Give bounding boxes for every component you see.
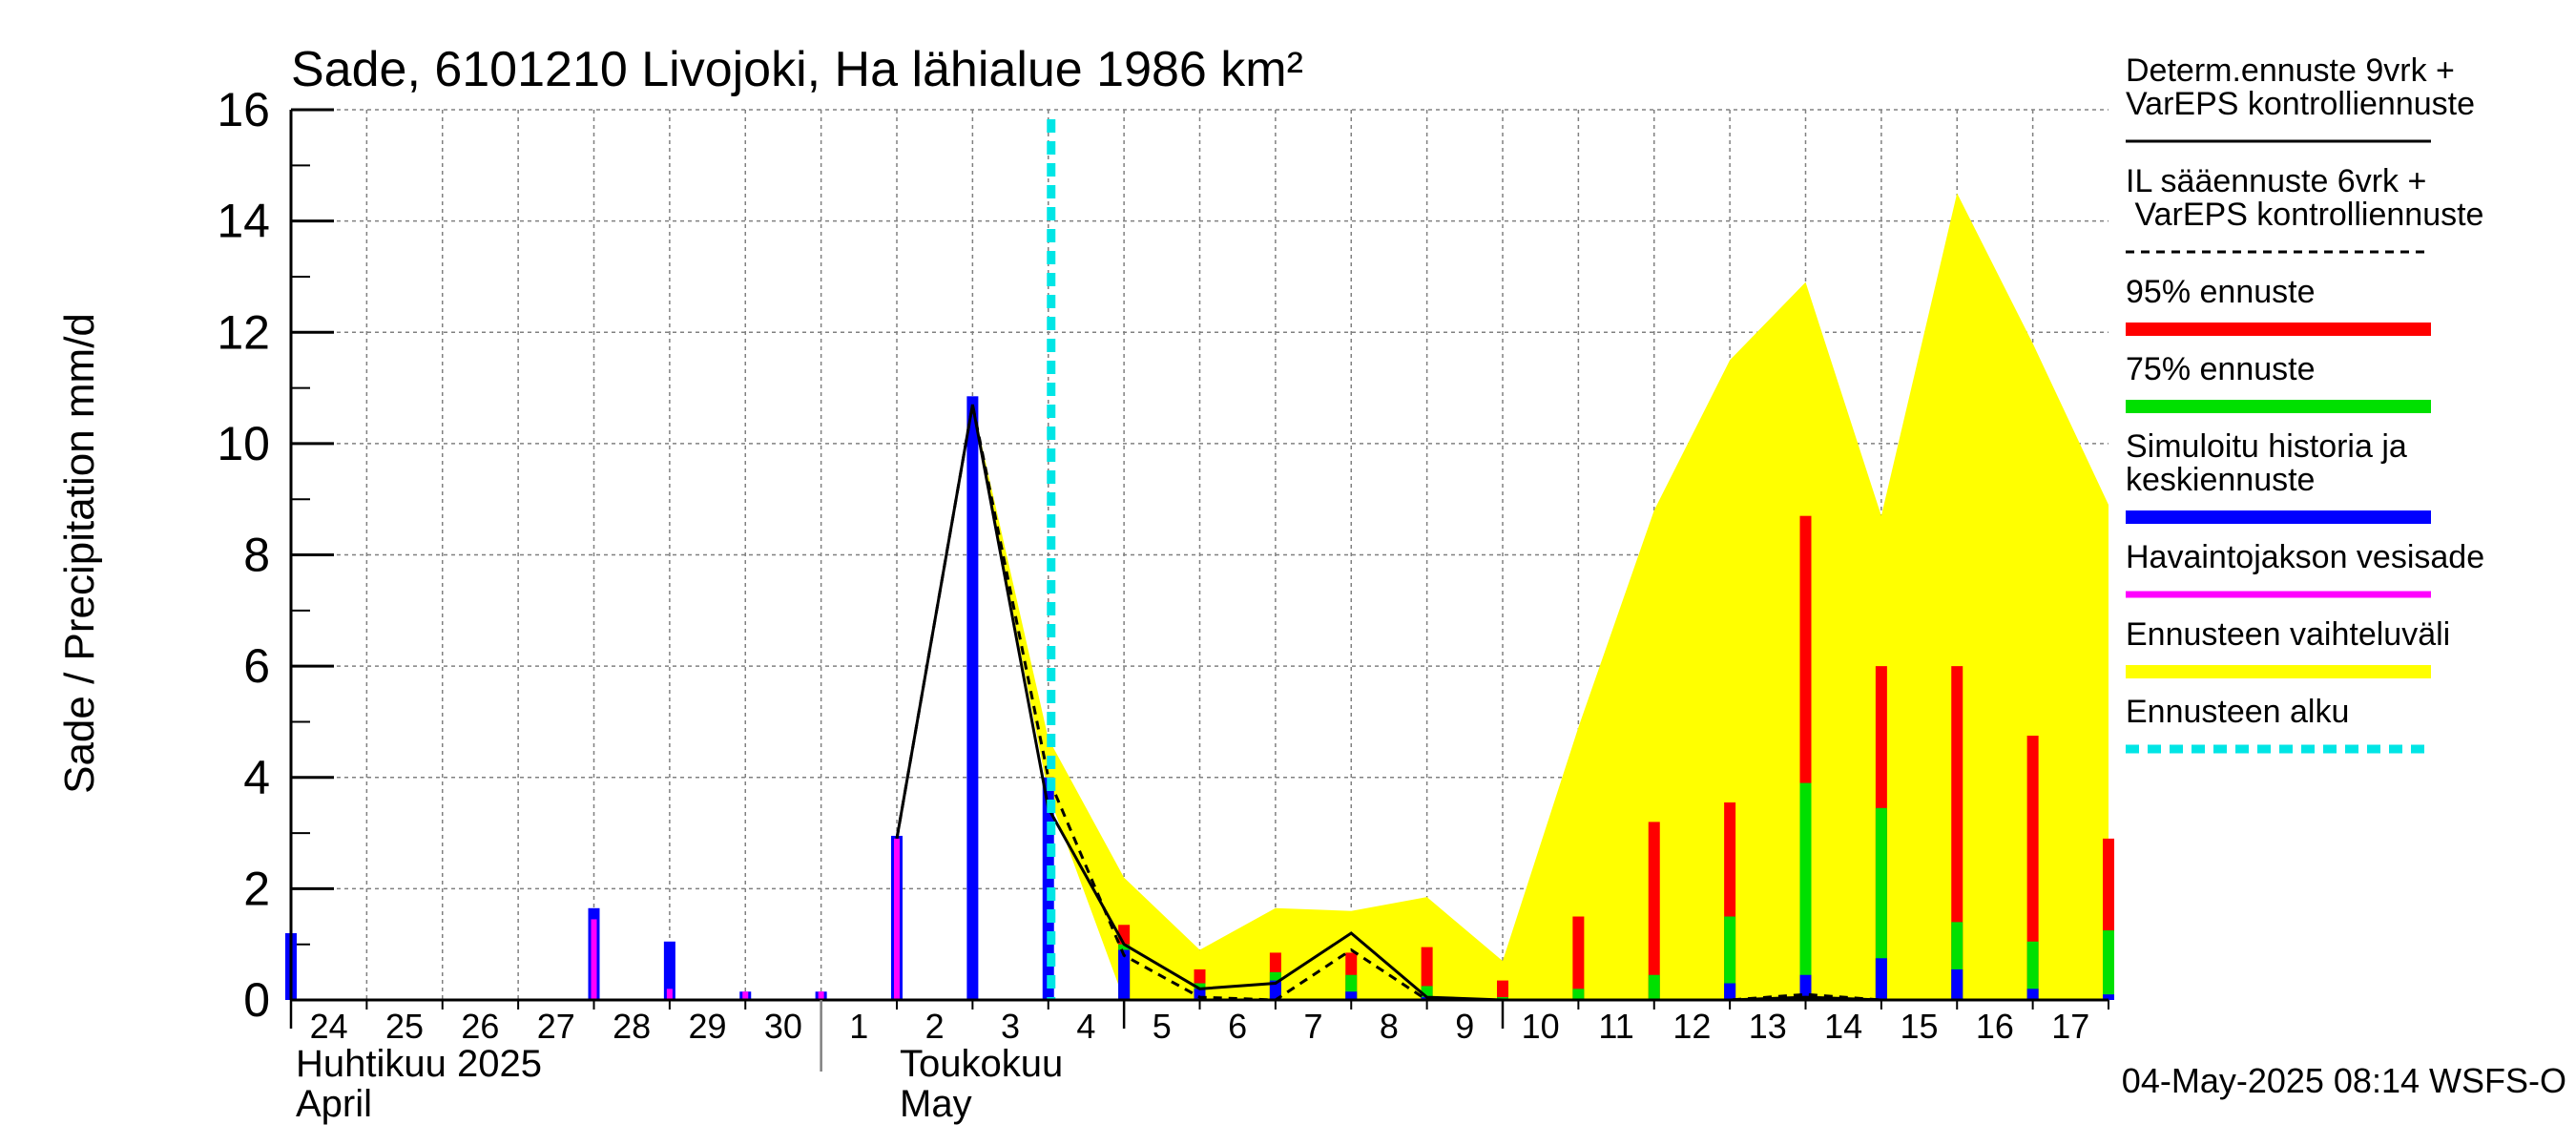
legend-label: Simuloitu historia ja keskiennuste xyxy=(2126,428,2407,498)
x-tick-label: 2 xyxy=(925,1007,945,1046)
legend-item: 95% ennuste xyxy=(2126,274,2431,336)
x-tick-label: 24 xyxy=(310,1007,348,1046)
bar-simulated xyxy=(1118,949,1131,1000)
bar-95-percent xyxy=(2026,736,2039,1000)
x-tick-label: 9 xyxy=(1455,1007,1474,1046)
y-tick-label: 0 xyxy=(243,973,270,1027)
bar-simulated xyxy=(1269,980,1281,1000)
bar-simulated xyxy=(1345,991,1358,1000)
x-tick-label: 25 xyxy=(385,1007,424,1046)
x-tick-label: 28 xyxy=(613,1007,651,1046)
y-axis-label: Sade / Precipitation mm/d xyxy=(56,313,103,794)
bar-simulated xyxy=(1799,974,1812,1000)
month-label-fi: Huhtikuu 2025 xyxy=(296,1043,542,1085)
timestamp-footer: 04-May-2025 08:14 WSFS-O xyxy=(2122,1061,2566,1100)
legend-label: 95% ennuste xyxy=(2126,274,2316,310)
x-tick-label: 11 xyxy=(1598,1007,1633,1046)
legend-item: Ennusteen vaihteluväli xyxy=(2126,616,2450,678)
y-tick-label: 12 xyxy=(217,305,270,359)
bar-simulated xyxy=(1951,968,1963,1000)
x-tick-label: 15 xyxy=(1901,1007,1939,1046)
bar-observed-precipitation xyxy=(742,991,749,1000)
legend-label: IL sääennuste 6vrk + VarEPS kontrollienn… xyxy=(2126,163,2483,233)
y-tick-label: 4 xyxy=(243,751,270,804)
bar-75-percent xyxy=(2026,941,2039,1000)
x-tick-label: 4 xyxy=(1076,1007,1095,1046)
bar-simulated xyxy=(1875,958,1887,1000)
bar-simulated xyxy=(1724,983,1736,1000)
month-label-fi: Toukokuu xyxy=(900,1043,1063,1085)
chart-title: Sade, 6101210 Livojoki, Ha lähialue 1986… xyxy=(291,42,1303,97)
x-tick-label: 5 xyxy=(1153,1007,1172,1046)
y-tick-label: 8 xyxy=(243,529,270,582)
bar-95-percent xyxy=(1648,822,1660,1000)
x-tick-label: 7 xyxy=(1304,1007,1323,1046)
legend-item: Simuloitu historia ja keskiennuste xyxy=(2126,428,2431,524)
x-tick-label: 14 xyxy=(1824,1007,1862,1046)
bar-simulated xyxy=(2103,994,2114,1000)
legend-label: Determ.ennuste 9vrk + VarEPS kontrollienn… xyxy=(2126,52,2475,122)
x-tick-label: 6 xyxy=(1228,1007,1247,1046)
x-tick-label: 8 xyxy=(1380,1007,1399,1046)
legend-item: IL sääennuste 6vrk + VarEPS kontrollienn… xyxy=(2126,163,2483,254)
x-tick-label: 17 xyxy=(2051,1007,2089,1046)
legend-item: Determ.ennuste 9vrk + VarEPS kontrollienn… xyxy=(2126,52,2475,143)
x-tick-label: 12 xyxy=(1672,1007,1711,1046)
bar-95-percent xyxy=(1572,916,1585,1000)
bar-75-percent xyxy=(1875,807,1887,1000)
y-tick-label: 16 xyxy=(217,83,270,136)
bar-75-percent xyxy=(1648,974,1660,1000)
bar-simulated xyxy=(1194,989,1206,1000)
legend-label: 75% ennuste xyxy=(2126,351,2316,387)
bar-75-percent xyxy=(1572,989,1585,1000)
legend-item: 75% ennuste xyxy=(2126,351,2431,413)
x-tick-label: 16 xyxy=(1976,1007,2014,1046)
bar-95-percent xyxy=(1951,666,1963,1000)
bar-75-percent xyxy=(2103,930,2114,1000)
x-tick-label: 1 xyxy=(849,1007,868,1046)
bar-observed-precipitation xyxy=(818,991,824,1000)
month-label-en: May xyxy=(900,1083,972,1125)
legend: Determ.ennuste 9vrk + VarEPS kontrollienn… xyxy=(2126,52,2484,754)
bar-simulated xyxy=(663,941,675,1000)
legend-label: Ennusteen vaihteluväli xyxy=(2126,616,2450,653)
legend-label: Havaintojakson vesisade xyxy=(2126,539,2484,575)
month-label-en: April xyxy=(296,1083,372,1125)
bar-observed-precipitation xyxy=(894,838,900,1000)
bar-75-percent xyxy=(1799,782,1812,1000)
x-tick-label: 30 xyxy=(764,1007,802,1046)
bar-95-percent xyxy=(1497,980,1508,1000)
x-tick-label: 29 xyxy=(689,1007,727,1046)
legend-label: Ennusteen alku xyxy=(2126,694,2349,730)
legend-item: Havaintojakson vesisade xyxy=(2126,539,2484,598)
x-tick-label: 13 xyxy=(1749,1007,1787,1046)
x-tick-label: 26 xyxy=(461,1007,499,1046)
bar-observed-precipitation xyxy=(666,989,673,1000)
y-tick-label: 6 xyxy=(243,639,270,693)
bar-simulated xyxy=(2026,989,2039,1000)
y-tick-label: 2 xyxy=(243,862,270,915)
y-tick-label: 10 xyxy=(217,417,270,470)
bar-simulated xyxy=(966,396,979,1000)
y-tick-label: 14 xyxy=(217,195,270,248)
forecast-range-band xyxy=(897,193,2109,1000)
x-tick-label: 10 xyxy=(1522,1007,1560,1046)
bar-75-percent xyxy=(1724,916,1736,1000)
x-tick-label: 27 xyxy=(537,1007,575,1046)
bar-observed-precipitation xyxy=(591,919,597,1000)
legend-item: Ennusteen alku xyxy=(2126,694,2431,754)
x-tick-label: 3 xyxy=(1001,1007,1020,1046)
